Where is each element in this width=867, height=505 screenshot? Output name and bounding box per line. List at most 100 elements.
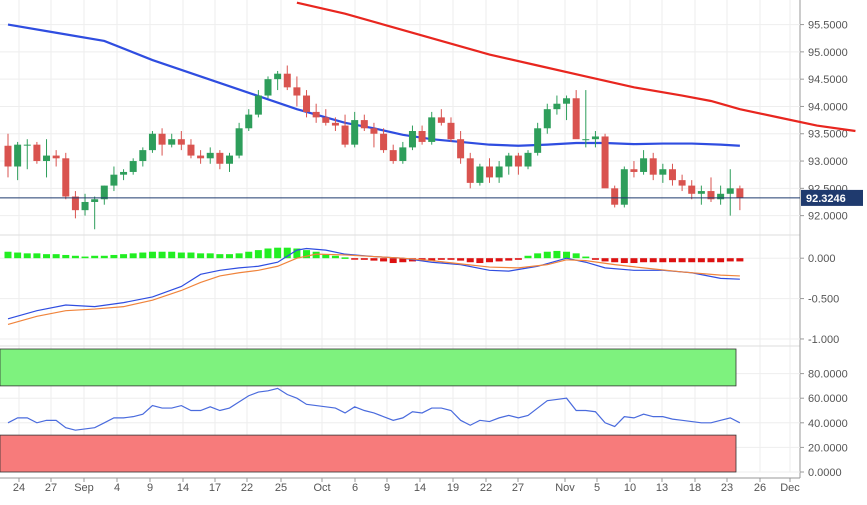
- candle-body: [447, 122, 455, 140]
- candle-body: [678, 180, 686, 186]
- x-tick-label: 6: [352, 482, 358, 494]
- candle-body: [225, 155, 233, 164]
- candle-body: [23, 144, 31, 146]
- candle-body: [91, 199, 99, 202]
- candle-body: [611, 188, 619, 205]
- price-y-tick-label: 92.0000: [808, 211, 848, 223]
- macd-histogram-bar: [360, 258, 368, 260]
- macd-histogram-bar: [4, 251, 12, 259]
- x-tick-label: Dec: [780, 482, 800, 494]
- candle-body: [534, 128, 542, 153]
- macd-histogram-bar: [331, 255, 339, 259]
- x-tick-label: 14: [177, 482, 189, 494]
- candle-body: [620, 169, 628, 205]
- osc-y-tick-label: 20.0000: [808, 442, 848, 454]
- candle-body: [331, 122, 339, 126]
- candle-body: [129, 161, 137, 172]
- macd-histogram-bar: [274, 247, 282, 259]
- macd-histogram-bar: [14, 252, 22, 259]
- macd-histogram-bar: [225, 254, 233, 259]
- macd-histogram-bar: [476, 258, 484, 264]
- macd-histogram-bar: [312, 251, 320, 259]
- candle-body: [370, 128, 378, 134]
- candle-body: [168, 139, 176, 145]
- macd-histogram-bar: [52, 254, 60, 259]
- macd-histogram-bar: [630, 258, 638, 264]
- candle-body: [389, 150, 397, 162]
- macd-histogram-bar: [351, 258, 359, 260]
- macd-histogram-bar: [71, 255, 79, 259]
- candle-body: [428, 117, 436, 142]
- x-tick-label: 24: [13, 482, 25, 494]
- candle-body: [418, 131, 426, 142]
- macd-histogram-bar: [148, 251, 156, 259]
- x-tick-label: 27: [45, 482, 57, 494]
- x-tick-label: 23: [721, 482, 733, 494]
- macd-y-tick-label: 0.000: [808, 253, 836, 265]
- macd-histogram-bar: [120, 254, 128, 259]
- x-tick-label: Sep: [74, 482, 94, 494]
- macd-histogram-bar: [177, 252, 185, 259]
- macd-histogram-bar: [264, 248, 272, 259]
- candle-body: [264, 79, 272, 96]
- candle-body: [514, 155, 522, 167]
- macd-histogram-bar: [591, 258, 599, 260]
- candle-body: [177, 139, 185, 145]
- osc-y-tick-label: 0.0000: [808, 467, 842, 479]
- candle-body: [437, 117, 445, 123]
- candle-body: [726, 188, 734, 194]
- macd-histogram-bar: [717, 258, 725, 263]
- candle-body: [148, 133, 156, 151]
- macd-histogram-bar: [23, 253, 31, 259]
- candle-body: [717, 193, 725, 200]
- candle-body: [591, 136, 599, 140]
- candle-body: [110, 174, 118, 186]
- x-tick-label: 22: [480, 482, 492, 494]
- candle-body: [360, 120, 368, 129]
- x-tick-label: 13: [656, 482, 668, 494]
- candle-body: [52, 155, 60, 159]
- candle-body: [187, 144, 195, 156]
- x-tick-label: 27: [512, 482, 524, 494]
- macd-histogram-bar: [514, 258, 522, 260]
- candle-body: [486, 166, 493, 178]
- candle-body: [274, 73, 282, 80]
- macd-y-tick-label: -1.000: [808, 334, 839, 346]
- candle-body: [100, 185, 108, 200]
- candle-body: [14, 144, 22, 167]
- macd-histogram-bar: [370, 258, 378, 261]
- macd-histogram-bar: [457, 258, 465, 261]
- macd-histogram-bar: [62, 254, 70, 259]
- candle-body: [466, 158, 474, 183]
- oscillator-line: [7, 387, 741, 431]
- macd-histogram-bar: [91, 255, 99, 259]
- macd-histogram-bar: [139, 252, 147, 259]
- candle-body: [303, 95, 311, 112]
- candle-body: [254, 95, 262, 115]
- macd-histogram-bar: [486, 258, 493, 263]
- macd-histogram-bar: [543, 251, 551, 259]
- x-tick-label: 22: [241, 482, 253, 494]
- candle-body: [505, 155, 513, 167]
- osc-y-tick-label: 40.0000: [808, 418, 848, 430]
- macd-histogram-bar: [659, 258, 667, 263]
- macd-histogram-bar: [158, 251, 166, 259]
- macd-histogram-bar: [206, 253, 214, 259]
- candle-body: [408, 131, 416, 148]
- osc-y-tick-label: 60.0000: [808, 393, 848, 405]
- candle-body: [43, 155, 51, 162]
- overbought-band: [0, 348, 737, 387]
- price-y-tick-label: 93.0000: [808, 156, 848, 168]
- candle-body: [736, 188, 744, 198]
- macd-histogram-bar: [43, 254, 51, 259]
- candle-body: [688, 185, 696, 194]
- macd-signal-line: [7, 253, 740, 326]
- macd-histogram-bar: [341, 257, 349, 259]
- price-y-tick-label: 94.5000: [808, 74, 848, 86]
- candle-body: [630, 169, 638, 172]
- macd-histogram-bar: [611, 258, 619, 263]
- macd-histogram-bar: [100, 255, 108, 259]
- macd-histogram-bar: [33, 253, 41, 259]
